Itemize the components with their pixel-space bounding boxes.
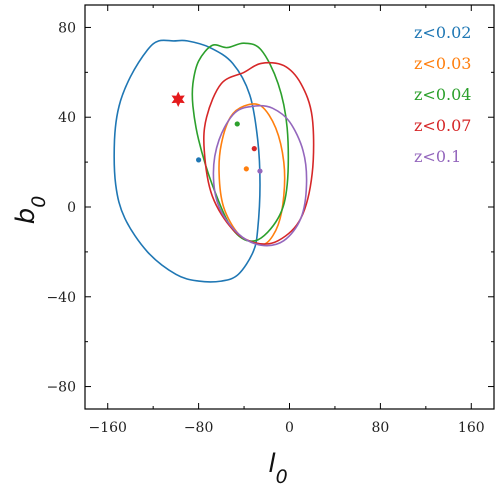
y-tick-label: 0 [67, 200, 76, 216]
legend: z<0.02 z<0.03 z<0.04 z<0.07 z<0.1 [414, 23, 471, 166]
contour-z-0.02 [113, 39, 261, 283]
legend-entry: z<0.07 [414, 116, 471, 135]
axes: −160 −80 0 80 160 −80 −40 0 40 80 [46, 5, 494, 436]
x-tick-label: 0 [285, 420, 294, 436]
contours [113, 39, 315, 283]
center-point [251, 146, 257, 152]
x-axis-title-sub: 0 [276, 466, 288, 484]
center-point [257, 168, 263, 174]
center-point [234, 121, 240, 127]
legend-entry: z<0.04 [414, 85, 471, 104]
center-point [243, 166, 249, 172]
x-tick-label: 80 [371, 420, 389, 436]
legend-entry: z<0.03 [414, 54, 471, 73]
legend-entry: z<0.1 [414, 147, 461, 166]
y-axis-title: b0 [11, 196, 50, 225]
x-axis-title-main: l [268, 449, 276, 479]
points [171, 91, 263, 174]
y-axis-title-sub: 0 [28, 196, 50, 208]
contour-z-0.07 [203, 61, 315, 245]
y-tick-label: 40 [58, 110, 76, 126]
y-tick-label: 80 [58, 20, 76, 36]
legend-entry: z<0.02 [414, 23, 471, 42]
contour-z-0.1 [212, 104, 308, 247]
y-tick-label: −40 [46, 290, 76, 306]
star-marker [171, 91, 185, 108]
y-axis-title-main: b [11, 208, 41, 225]
x-tick-label: 160 [458, 420, 485, 436]
y-tick-label: −80 [46, 380, 76, 396]
x-axis-title: l0 [268, 449, 287, 484]
x-tick-label: −80 [184, 420, 214, 436]
x-tick-label: −160 [88, 420, 126, 436]
center-point [196, 157, 202, 163]
